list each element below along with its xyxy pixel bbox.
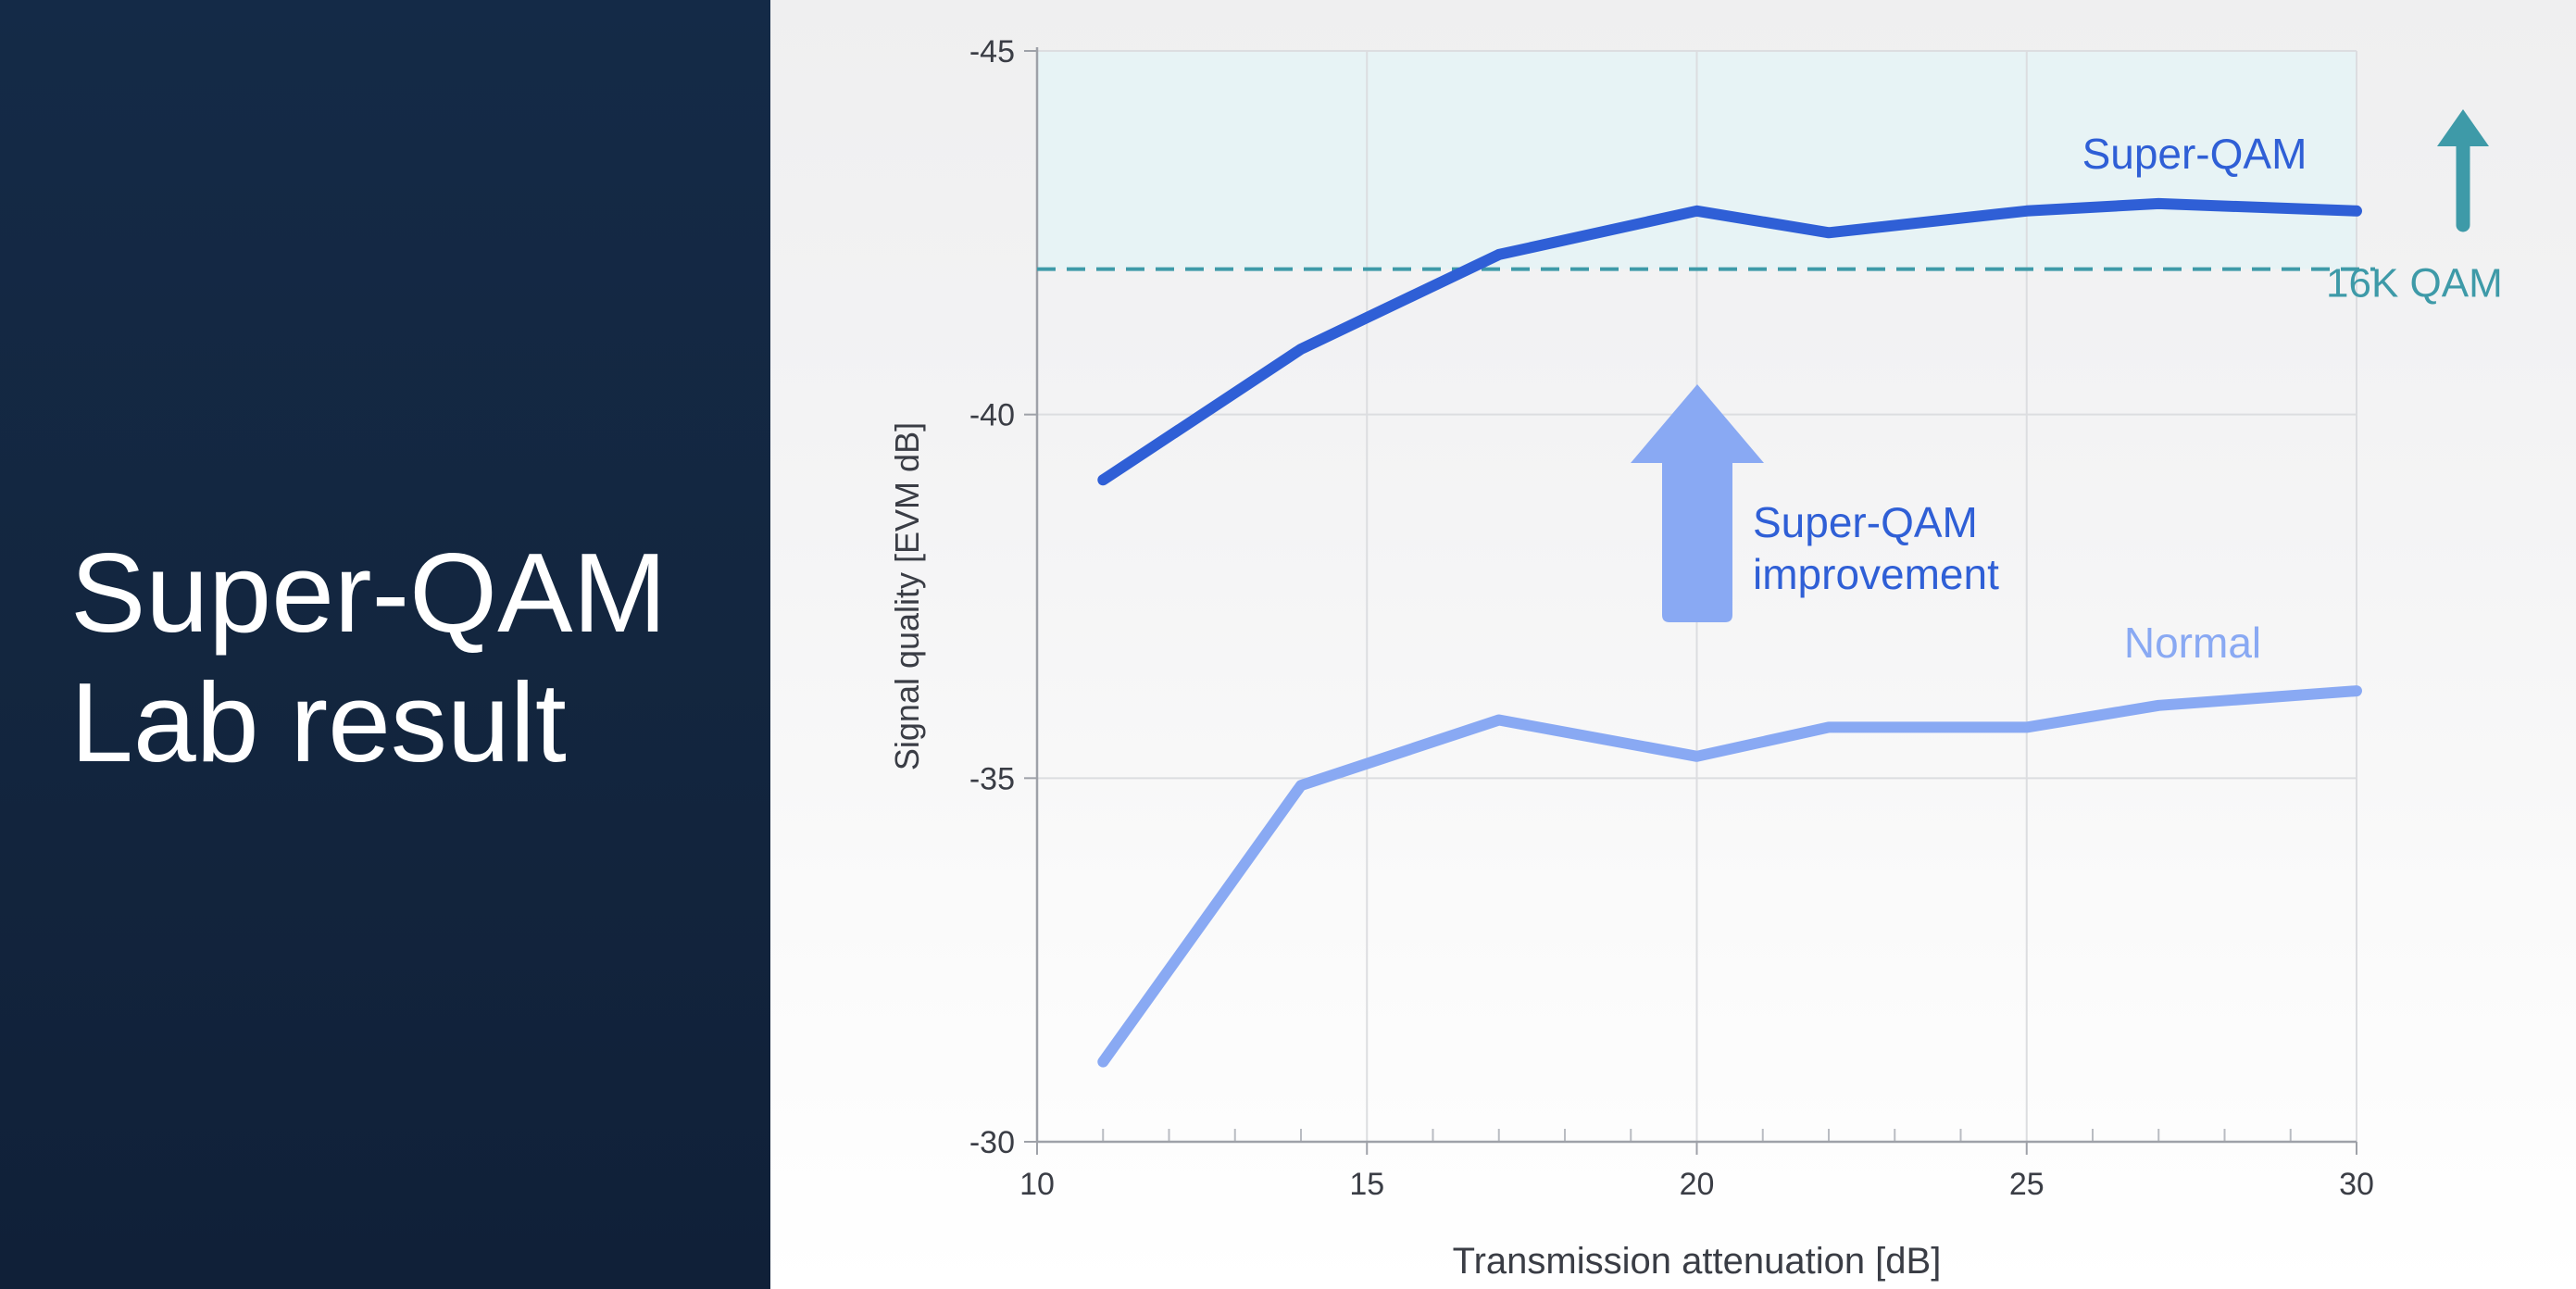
y-tick-label: -45 <box>969 34 1015 69</box>
title-panel: Super-QAM Lab result <box>0 0 770 1289</box>
improvement-label-line-2: improvement <box>1753 550 1999 598</box>
y-axis-title: Signal quality [EVM dB] <box>888 422 926 770</box>
x-tick-label: 30 <box>2339 1167 2374 1202</box>
data-point-normal <box>2023 724 2030 731</box>
data-point-super-qam <box>2354 207 2359 214</box>
data-point-super-qam <box>1826 230 1832 236</box>
data-point-normal <box>1826 724 1832 731</box>
slide-title-line-1: Super-QAM <box>70 530 668 656</box>
slide-title-line-2: Lab result <box>70 659 567 785</box>
y-tick-label: -30 <box>969 1125 1015 1160</box>
series-line-super-qam <box>1097 197 2362 486</box>
improvement-label-line-1: Super-QAM <box>1753 498 1978 546</box>
y-tick-label: -40 <box>969 398 1015 433</box>
data-point-super-qam <box>2023 207 2030 214</box>
data-point-super-qam <box>1298 345 1304 352</box>
x-tick-label: 15 <box>1349 1167 1384 1202</box>
data-point-normal <box>1694 753 1700 759</box>
data-point-super-qam <box>2156 200 2162 206</box>
data-point-normal <box>1100 1058 1107 1065</box>
x-tick-label: 20 <box>1680 1167 1715 1202</box>
data-point-super-qam <box>1100 477 1107 483</box>
threshold-arrow-head <box>2437 109 2489 146</box>
x-axis-title: Transmission attenuation [dB] <box>1453 1241 1942 1282</box>
series-label-normal: Normal <box>2124 619 2261 667</box>
x-tick-label: 25 <box>2009 1167 2045 1202</box>
slide-title: Super-QAM Lab result <box>70 528 667 787</box>
improvement-arrow <box>1631 384 1764 622</box>
data-point-normal <box>2156 702 2162 708</box>
data-point-super-qam <box>1694 207 1700 214</box>
series-line-normal <box>1097 685 2362 1068</box>
y-tick-label: -35 <box>969 761 1015 796</box>
data-point-super-qam <box>1495 251 1502 257</box>
threshold-label: 16K QAM <box>2326 261 2503 307</box>
data-point-normal <box>2354 688 2359 695</box>
data-point-normal <box>1298 782 1304 789</box>
series-label-super-qam: Super-QAM <box>2082 130 2307 178</box>
x-tick-label: 10 <box>1019 1167 1055 1202</box>
data-point-normal <box>1495 717 1502 723</box>
